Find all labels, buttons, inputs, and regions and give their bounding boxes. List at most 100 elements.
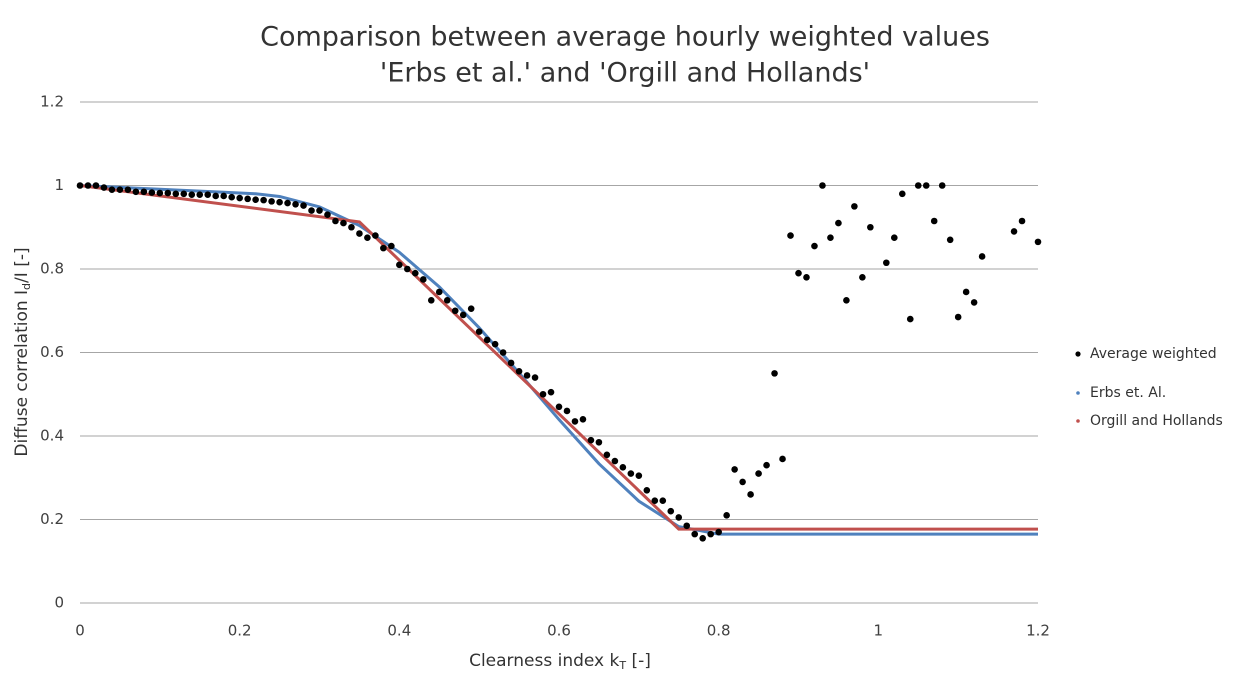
chart-title: Comparison between average hourly weight… — [260, 22, 990, 53]
point — [779, 455, 786, 463]
point — [404, 265, 411, 273]
point — [244, 195, 251, 203]
point — [627, 470, 635, 477]
point — [396, 261, 403, 269]
x-axis-label-part: Clearness index k — [469, 651, 619, 671]
point — [715, 528, 722, 536]
x-axis-label-sub: T — [618, 659, 626, 672]
point — [859, 274, 866, 281]
point — [611, 457, 619, 465]
point — [316, 207, 323, 214]
point — [755, 470, 762, 477]
line — [79, 184, 1038, 536]
y-axis-label-sub: d — [20, 283, 33, 290]
point — [659, 497, 667, 505]
point — [412, 269, 419, 277]
x-tick-label: 0.6 — [547, 622, 571, 640]
point — [252, 196, 259, 203]
point — [539, 390, 547, 398]
point — [739, 478, 746, 486]
point — [699, 534, 706, 542]
point — [835, 219, 842, 227]
point — [1010, 228, 1018, 235]
point — [332, 217, 339, 225]
point — [930, 217, 938, 225]
point — [707, 530, 714, 538]
y-tick-label: 0.8 — [40, 260, 64, 278]
point — [731, 466, 738, 473]
point — [356, 230, 363, 237]
point — [220, 192, 227, 200]
point — [978, 253, 986, 260]
point — [938, 182, 946, 189]
point — [124, 186, 132, 193]
point — [140, 188, 148, 196]
y-axis-label: Diffuse correlation Id/I [-] — [12, 247, 33, 456]
point — [451, 307, 459, 315]
point — [100, 184, 108, 191]
point — [172, 190, 180, 198]
legend-marker — [1076, 419, 1080, 423]
x-tick-label: 1 — [874, 622, 884, 640]
point — [579, 416, 587, 423]
x-tick-label: 0.2 — [228, 622, 252, 640]
point — [587, 436, 595, 444]
point — [212, 192, 220, 200]
x-axis-label-part: [-] — [626, 651, 651, 671]
point — [507, 359, 515, 367]
x-tick-label: 0.4 — [387, 622, 411, 640]
point — [1018, 217, 1026, 225]
point — [268, 198, 275, 205]
point — [284, 199, 291, 207]
point — [435, 288, 443, 296]
point — [683, 522, 691, 530]
y-tick-label: 1.2 — [40, 93, 64, 111]
point — [204, 191, 212, 198]
point — [276, 198, 283, 206]
point — [188, 191, 196, 198]
legend-label: Average weighted — [1090, 346, 1217, 362]
point — [723, 512, 730, 519]
chart-title: 'Erbs et al.' and 'Orgill and Hollands' — [380, 58, 870, 89]
point — [419, 276, 427, 283]
point — [475, 328, 483, 335]
point — [547, 388, 555, 396]
point — [292, 200, 299, 208]
point — [946, 236, 954, 244]
y-tick-label: 0.4 — [40, 427, 64, 445]
legend-label: Orgill and Hollands — [1090, 413, 1223, 429]
legend-label: Erbs et. Al. — [1090, 385, 1166, 401]
point — [324, 211, 331, 219]
point — [595, 438, 603, 446]
point — [156, 189, 164, 197]
point — [427, 297, 435, 304]
point — [467, 305, 475, 312]
x-tick-label: 0 — [75, 622, 85, 640]
point — [803, 274, 810, 281]
x-axis-label: Clearness index kT [-] — [469, 651, 651, 672]
point — [891, 234, 898, 241]
y-tick-label: 0.6 — [40, 343, 64, 361]
point — [148, 189, 156, 196]
point — [619, 464, 627, 471]
x-tick-label: 1.2 — [1026, 622, 1050, 640]
point — [603, 451, 611, 459]
point — [443, 297, 451, 304]
point — [651, 497, 659, 505]
point — [348, 223, 355, 231]
point — [380, 244, 387, 252]
point — [867, 223, 874, 231]
point — [675, 514, 683, 521]
point — [164, 189, 172, 197]
point — [132, 188, 140, 196]
point — [499, 349, 507, 356]
point — [308, 207, 315, 214]
point — [851, 203, 858, 210]
point — [180, 190, 188, 198]
point — [819, 182, 826, 189]
point — [827, 234, 834, 241]
y-tick-label: 1 — [54, 176, 64, 194]
point — [795, 269, 802, 277]
point — [914, 182, 922, 189]
point — [771, 370, 778, 377]
